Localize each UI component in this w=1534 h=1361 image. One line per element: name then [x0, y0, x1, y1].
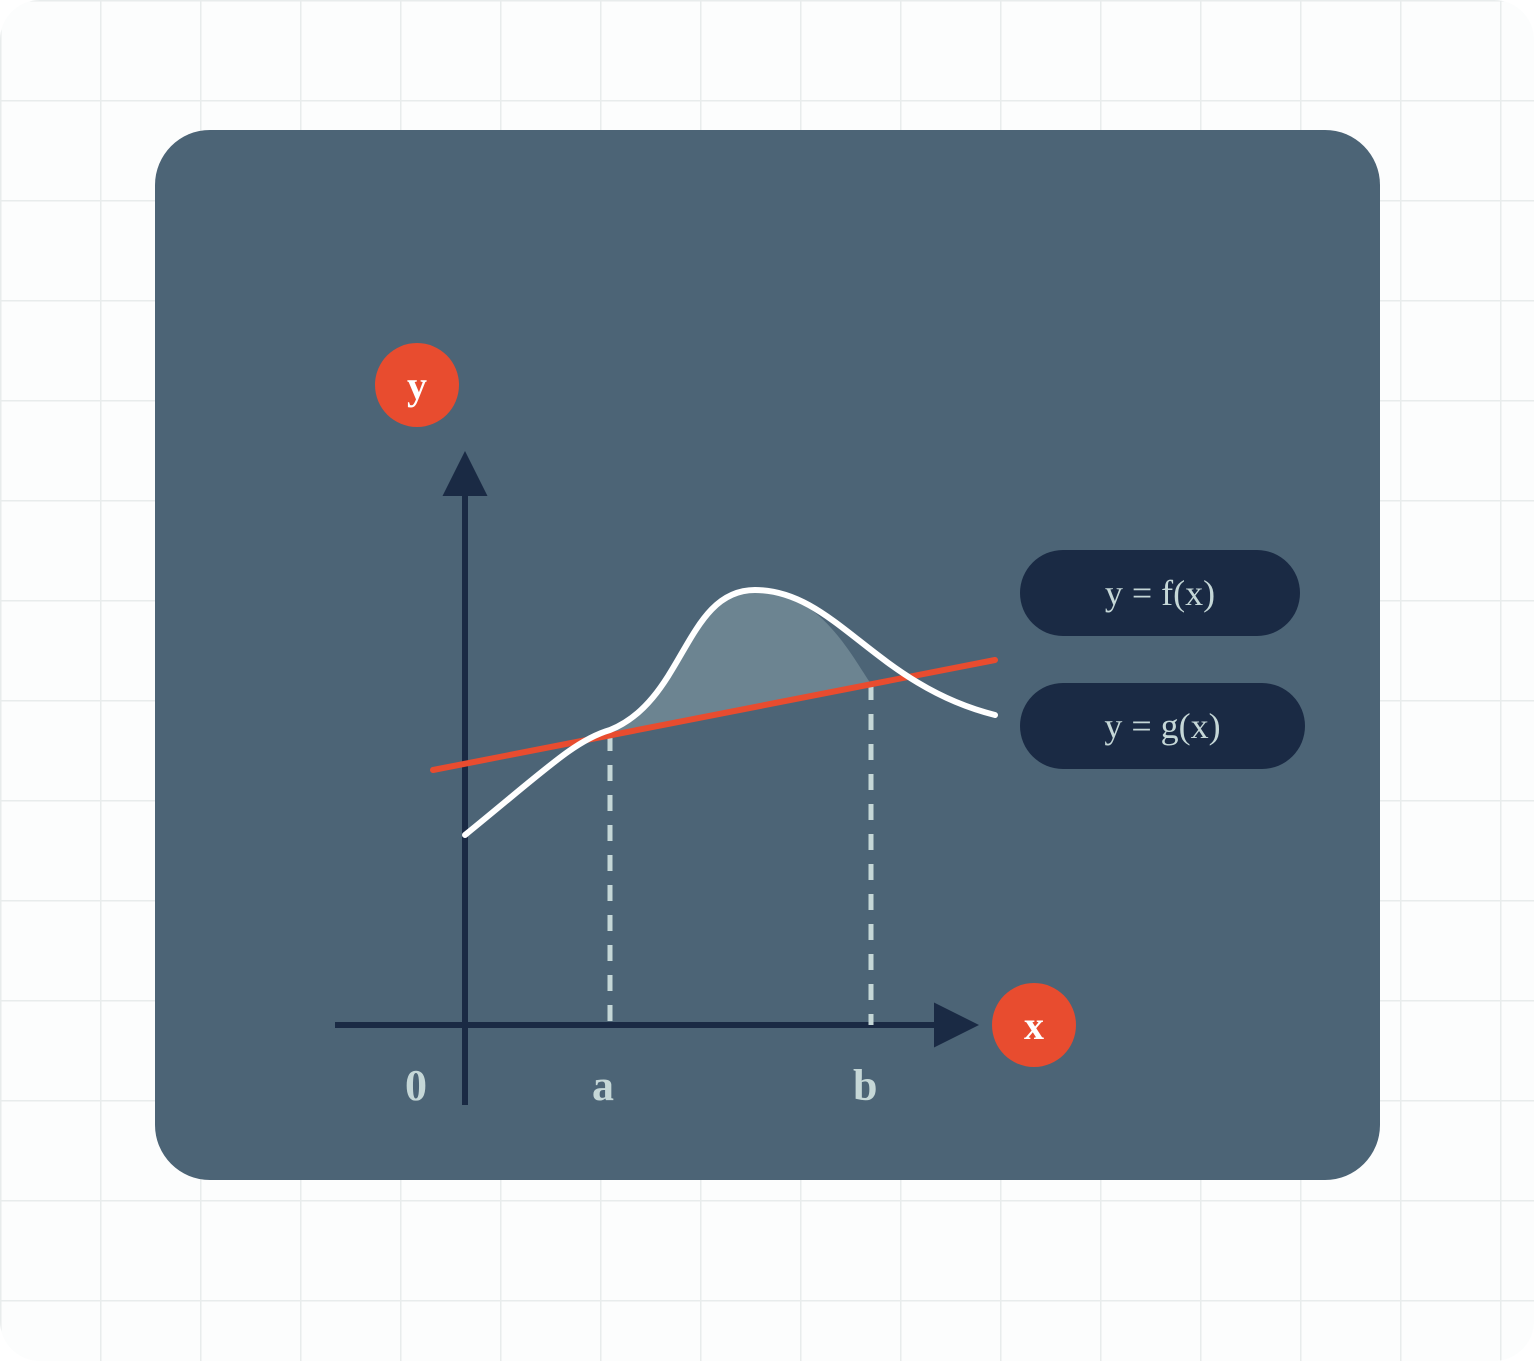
legend-f: y = f(x) [1020, 550, 1300, 636]
legend-g: y = g(x) [1020, 683, 1305, 769]
plot-svg [155, 130, 1380, 1180]
legend-g-label: y = g(x) [1104, 705, 1220, 747]
figure-container: y x y = f(x) y = g(x) 0 a b [0, 0, 1534, 1361]
a-label: a [592, 1060, 614, 1111]
origin-label: 0 [405, 1060, 427, 1111]
plot-panel: y x y = f(x) y = g(x) 0 a b [155, 130, 1380, 1180]
b-label: b [853, 1060, 877, 1111]
legend-f-label: y = f(x) [1105, 572, 1215, 614]
y-axis-badge: y [375, 343, 459, 427]
y-axis-badge-label: y [407, 362, 427, 409]
x-axis-badge-label: x [1024, 1002, 1044, 1049]
x-axis-badge: x [992, 983, 1076, 1067]
